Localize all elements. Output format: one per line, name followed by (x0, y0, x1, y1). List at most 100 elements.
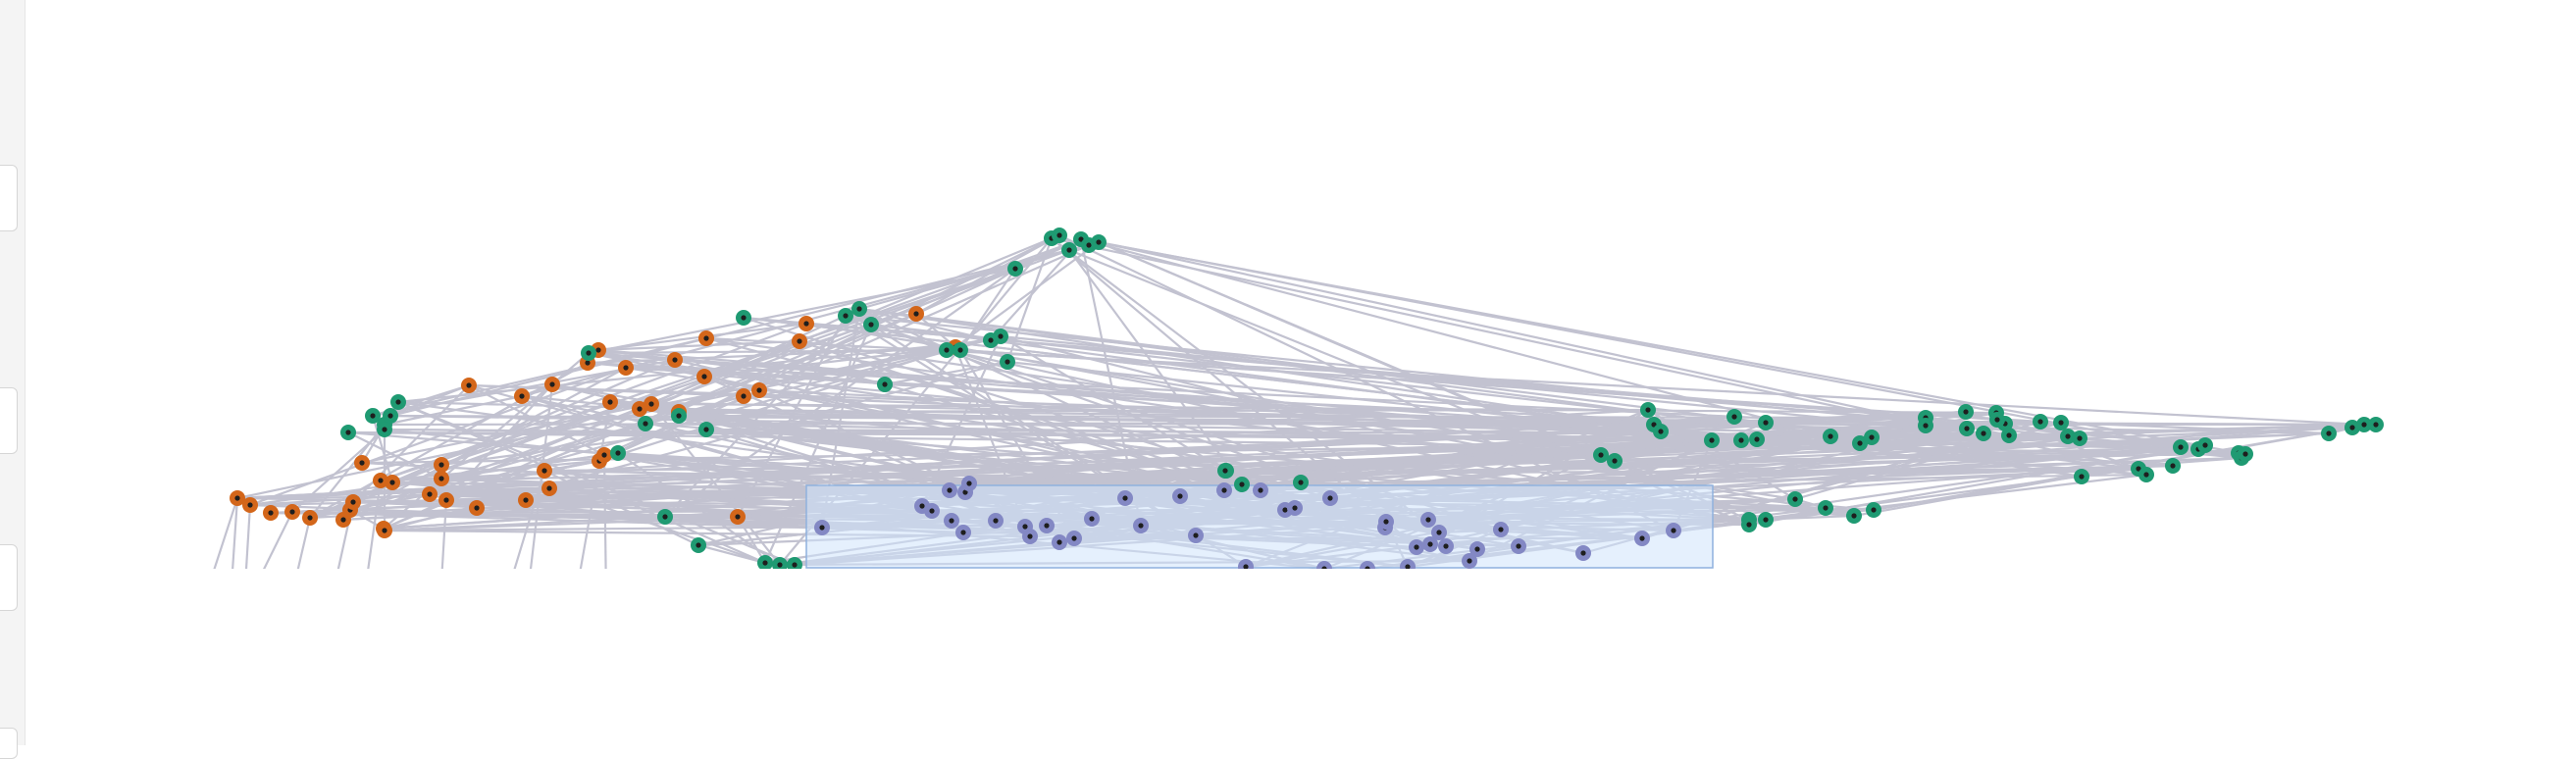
node-purple[interactable] (1322, 490, 1338, 506)
node-orange[interactable] (373, 473, 388, 488)
node-purple[interactable] (1238, 559, 1254, 575)
node-orange[interactable] (792, 333, 807, 349)
node-purple[interactable] (1511, 538, 1526, 554)
node-orange[interactable] (751, 382, 767, 398)
node-green[interactable] (1989, 412, 2005, 428)
node-orange[interactable] (908, 306, 924, 322)
node-orange[interactable] (438, 492, 454, 508)
node-orange[interactable] (263, 505, 279, 521)
node-purple[interactable] (1422, 536, 1438, 552)
node-purple[interactable] (1117, 490, 1133, 506)
node-green[interactable] (657, 509, 673, 525)
node-green[interactable] (383, 408, 398, 424)
node-orange[interactable] (242, 497, 258, 513)
node-green[interactable] (2033, 414, 2048, 430)
node-orange[interactable] (537, 463, 552, 479)
node-orange[interactable] (284, 504, 300, 520)
node-green[interactable] (736, 310, 751, 326)
node-green[interactable] (1787, 491, 1803, 507)
node-purple[interactable] (1172, 488, 1188, 504)
node-purple[interactable] (961, 476, 977, 491)
node-purple[interactable] (1469, 541, 1485, 557)
node-green[interactable] (2321, 426, 2337, 441)
node-green[interactable] (638, 416, 653, 431)
node-orange[interactable] (469, 500, 485, 516)
node-purple[interactable] (1084, 511, 1100, 527)
node-purple[interactable] (1052, 534, 1067, 550)
node-orange[interactable] (514, 388, 530, 404)
node-purple[interactable] (924, 503, 940, 519)
node-green[interactable] (2238, 446, 2253, 462)
node-green[interactable] (2197, 437, 2213, 453)
node-green[interactable] (1607, 453, 1623, 469)
node-green[interactable] (2344, 420, 2360, 435)
node-purple[interactable] (1634, 531, 1650, 546)
node-green[interactable] (1061, 242, 1077, 258)
node-green[interactable] (610, 445, 626, 461)
node-green[interactable] (1007, 261, 1023, 277)
node-green[interactable] (1823, 429, 1838, 444)
node-green[interactable] (1758, 415, 1774, 430)
node-green[interactable] (1000, 354, 1015, 370)
node-green[interactable] (2165, 458, 2181, 474)
node-green[interactable] (1846, 508, 1862, 524)
node-purple[interactable] (1188, 528, 1204, 543)
node-orange[interactable] (434, 457, 449, 473)
node-purple[interactable] (942, 482, 957, 498)
node-green[interactable] (2053, 415, 2069, 430)
panel-tab-1[interactable] (0, 165, 18, 231)
node-orange[interactable] (302, 510, 318, 526)
node-purple[interactable] (1066, 531, 1082, 546)
node-green[interactable] (757, 555, 773, 571)
node-orange[interactable] (618, 360, 634, 376)
node-orange[interactable] (667, 352, 683, 368)
node-purple[interactable] (1287, 500, 1303, 516)
node-green[interactable] (390, 394, 406, 410)
node-green[interactable] (2074, 469, 2089, 484)
node-orange[interactable] (541, 481, 557, 496)
node-purple[interactable] (1360, 561, 1375, 577)
node-purple[interactable] (1493, 522, 1509, 537)
node-green[interactable] (1918, 418, 1933, 433)
panel-tab-2[interactable] (0, 387, 18, 454)
node-green[interactable] (993, 329, 1008, 344)
panel-tab-3[interactable] (0, 544, 18, 611)
node-purple[interactable] (1378, 514, 1394, 530)
node-orange[interactable] (602, 394, 618, 410)
node-green[interactable] (1704, 432, 1720, 448)
node-orange[interactable] (544, 377, 560, 392)
node-green[interactable] (1959, 421, 1975, 436)
node-orange[interactable] (696, 369, 712, 384)
node-purple[interactable] (1022, 529, 1038, 544)
node-purple[interactable] (944, 513, 959, 529)
node-green[interactable] (851, 301, 867, 317)
node-green[interactable] (1852, 435, 1868, 451)
node-green[interactable] (1958, 404, 1974, 420)
node-green[interactable] (1976, 426, 1991, 441)
selection-box[interactable] (805, 484, 1714, 569)
node-purple[interactable] (955, 525, 971, 540)
node-green[interactable] (1640, 402, 1656, 418)
node-green[interactable] (1234, 477, 1250, 492)
node-purple[interactable] (1431, 525, 1447, 540)
node-green[interactable] (671, 408, 687, 424)
node-purple[interactable] (1039, 518, 1055, 533)
node-green[interactable] (953, 342, 968, 358)
node-purple[interactable] (988, 513, 1004, 529)
node-orange[interactable] (736, 388, 751, 404)
node-green[interactable] (365, 408, 381, 424)
node-purple[interactable] (1216, 482, 1232, 498)
node-purple[interactable] (1666, 523, 1681, 538)
node-purple[interactable] (1400, 559, 1416, 575)
node-green[interactable] (691, 537, 706, 553)
node-green[interactable] (772, 557, 788, 573)
node-orange[interactable] (799, 316, 814, 331)
node-orange[interactable] (632, 401, 647, 417)
node-purple[interactable] (1575, 545, 1591, 561)
node-green[interactable] (939, 342, 954, 358)
node-orange[interactable] (345, 494, 361, 510)
node-green[interactable] (1593, 447, 1609, 463)
node-purple[interactable] (1420, 512, 1436, 528)
node-orange[interactable] (461, 378, 477, 393)
node-green[interactable] (2356, 417, 2372, 432)
